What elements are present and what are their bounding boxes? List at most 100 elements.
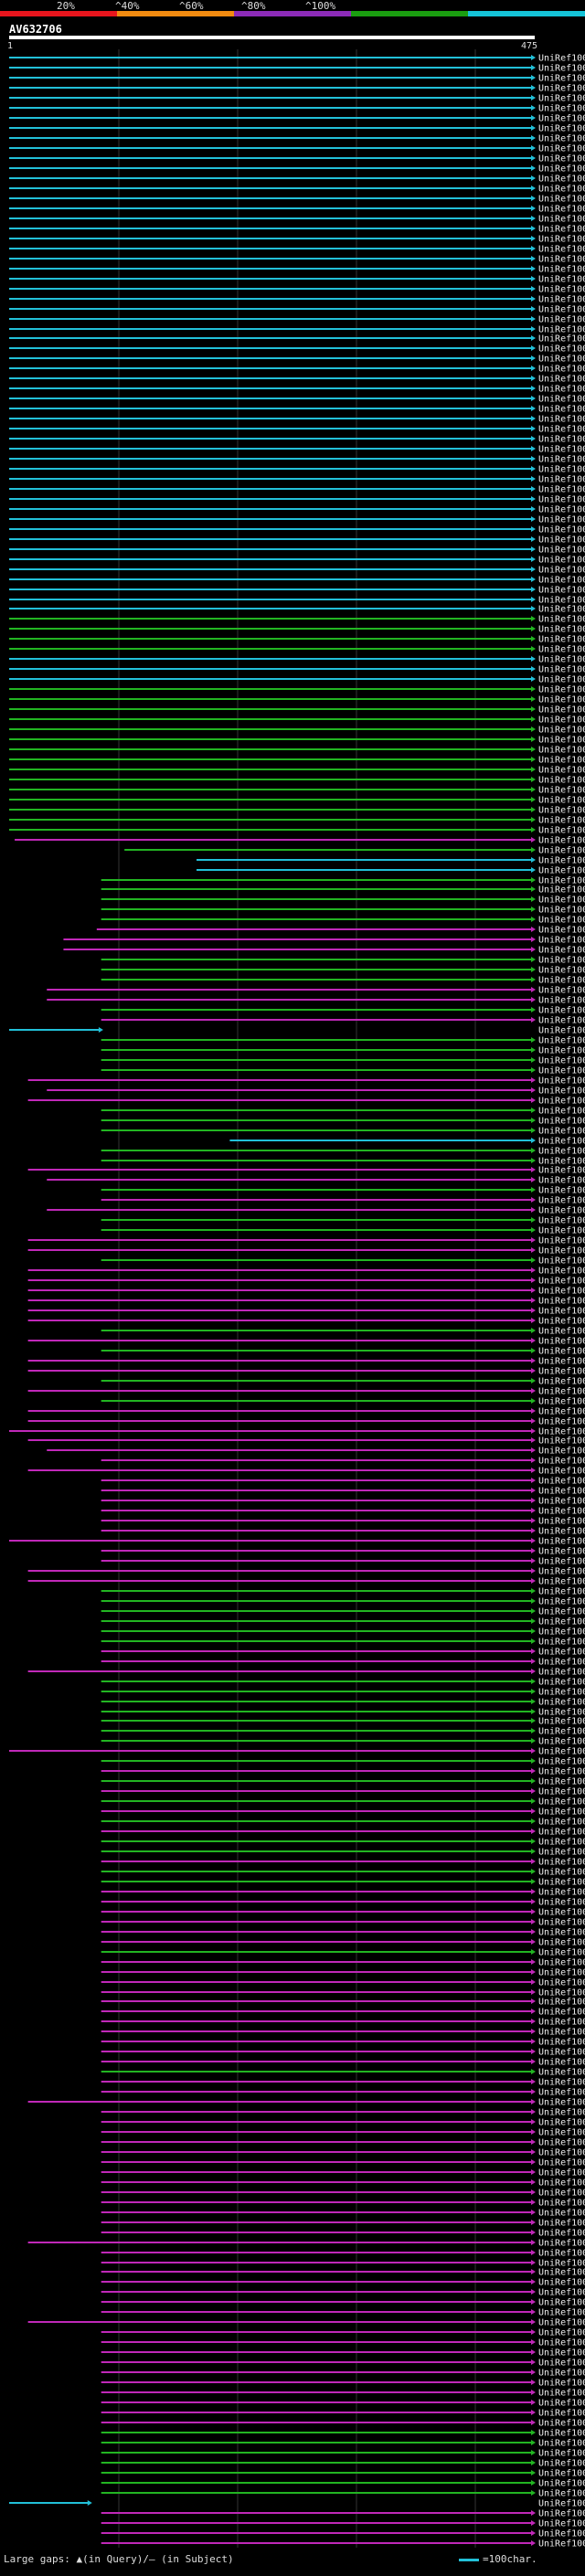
hit-row[interactable]: UniRef100_A2BUR3 — [101, 1708, 585, 1718]
hit-label[interactable]: UniRef100_A3JPS8 — [538, 1668, 585, 1678]
hit-label[interactable]: UniRef100_A9IQN1 — [538, 2229, 585, 2239]
hit-row[interactable]: UniRef100_C1MZE1 — [9, 94, 585, 104]
hit-label[interactable]: UniRef100_B7F0N7 — [538, 1026, 585, 1036]
hit-label[interactable]: UniRef100_Q93X64 — [538, 385, 585, 395]
hit-label[interactable]: UniRef100_B9GZ15 — [538, 205, 585, 215]
hit-label[interactable]: UniRef100_Q0VIP6 — [538, 665, 585, 675]
hit-row[interactable]: UniRef100_A3SHE6 — [101, 2038, 585, 2048]
hit-label[interactable]: UniRef100_B2J6P4 — [538, 1888, 585, 1898]
hit-label[interactable]: UniRef100_B6AGW3 — [538, 885, 585, 896]
hit-label[interactable]: UniRef100_B8E1S8 — [538, 896, 585, 906]
hit-row[interactable]: UniRef100_Q50207 — [9, 546, 585, 556]
hit-row[interactable]: UniRef100_Q1NA46 — [101, 2369, 585, 2379]
hit-row[interactable]: UniRef100_B8IHU4 — [101, 1797, 585, 1807]
hit-row[interactable]: UniRef100_Q93X65 — [9, 315, 585, 325]
hit-label[interactable]: UniRef100_A1UBC5 — [538, 1016, 585, 1026]
hit-label[interactable]: UniRef100_B4W850 — [538, 1757, 585, 1767]
hit-row[interactable]: UniRef100_Q3CC67 — [101, 1517, 585, 1527]
hit-row[interactable]: UniRef100_B9XZ04 — [101, 1527, 585, 1537]
hit-row[interactable]: UniRef100_B5E539 — [101, 2028, 585, 2038]
hit-label[interactable]: UniRef100_C1E029 — [538, 84, 585, 94]
hit-label[interactable]: UniRef100_A8UXI6 — [538, 1767, 585, 1777]
hit-label[interactable]: UniRef100_A1W114 — [538, 1537, 585, 1547]
hit-row[interactable]: UniRef100_Q2NAT4 — [101, 1256, 585, 1267]
hit-label[interactable]: UniRef100_B5LAU3 — [538, 164, 585, 175]
hit-row[interactable]: UniRef100_C1ADQ6 — [9, 645, 585, 655]
hit-label[interactable]: UniRef100_Q3CC67 — [538, 1517, 585, 1527]
hit-row[interactable]: UniRef100_A0ZU97 — [47, 1206, 585, 1216]
hit-label[interactable]: UniRef100_A1TNQ6 — [538, 2168, 585, 2178]
hit-label[interactable]: UniRef100_A8MEL1 — [538, 2128, 585, 2138]
hit-label[interactable]: UniRef100_UP000... — [538, 836, 585, 846]
hit-label[interactable]: UniRef100_Q6TE14 — [538, 716, 585, 726]
hit-row[interactable]: UniRef100_A6FN75 — [9, 1427, 585, 1437]
hit-row[interactable]: UniRef100_UP000... — [101, 1036, 585, 1046]
hit-row[interactable]: UniRef100_Q6P638 — [101, 2379, 585, 2389]
hit-label[interactable]: UniRef100_Q50207 — [538, 546, 585, 556]
hit-label[interactable]: UniRef100_B8GEV1 — [538, 1648, 585, 1658]
hit-row[interactable]: UniRef100_B5LAU4 — [9, 144, 585, 154]
hit-label[interactable]: UniRef100_B5LAU4 — [538, 144, 585, 154]
hit-row[interactable]: UniRef100_C6BZ15 — [101, 1978, 585, 1988]
hit-row[interactable]: UniRef100_B6TYG2 — [9, 255, 585, 265]
hit-label[interactable]: UniRef100_C6BVA7 — [538, 1307, 585, 1317]
hit-row[interactable]: UniRef100_C6N4P1 — [101, 2008, 585, 2018]
hit-row[interactable]: UniRef100_B5L2B5 — [27, 1407, 585, 1417]
hit-row[interactable]: UniRef100_Q1QPW5 — [101, 2209, 585, 2219]
hit-row[interactable]: UniRef100_A7MMF9 — [101, 2308, 585, 2318]
hit-row[interactable]: UniRef100_A7I1S3 — [27, 1277, 585, 1287]
hit-label[interactable]: UniRef100_P30030 — [538, 415, 585, 425]
hit-label[interactable]: UniRef100_Q2Q207 — [538, 425, 585, 435]
hit-label[interactable]: UniRef100_B8G6L0 — [538, 2399, 585, 2409]
hit-row[interactable]: UniRef100_A6ZMA6 — [101, 1127, 585, 1137]
hit-row[interactable]: UniRef100_Q8GVC8 — [9, 475, 585, 485]
hit-label[interactable]: UniRef100_Q6B9V0 — [538, 1658, 585, 1668]
hit-label[interactable]: UniRef100_A6E186 — [538, 2058, 585, 2068]
hit-label[interactable]: UniRef100_Q3IS11 — [538, 1046, 585, 1056]
hit-row[interactable]: UniRef100_B8IZM8 — [101, 876, 585, 886]
hit-label[interactable]: UniRef100_Q9PKT2 — [538, 556, 585, 566]
hit-row[interactable]: UniRef100_Q2Q207 — [9, 425, 585, 435]
hit-label[interactable]: UniRef100_Q8RTQ2 — [538, 1868, 585, 1878]
hit-row[interactable]: UniRef100_Q6B9V0 — [101, 1658, 585, 1668]
hit-row[interactable]: UniRef100_Q02PN7 — [101, 2118, 585, 2128]
hit-row[interactable]: UniRef100_Q4Y0X4 — [9, 756, 585, 766]
hit-row[interactable]: UniRef100_B0CEP5 — [101, 2088, 585, 2098]
hit-label[interactable]: UniRef100_A3U2B0 — [538, 2489, 585, 2499]
hit-row[interactable]: UniRef100_Q9ZE23 — [9, 625, 585, 635]
hit-label[interactable]: UniRef100_UP000... — [538, 786, 585, 796]
hit-row[interactable]: UniRef100_A7H5C3 — [101, 1377, 585, 1387]
hit-row[interactable]: UniRef100_UP000... — [9, 175, 585, 185]
hit-label[interactable]: UniRef100_Q8P5K7 — [538, 1577, 585, 1587]
hit-row[interactable]: UniRef100_Q9PKT2 — [9, 556, 585, 566]
hit-row[interactable]: UniRef100_Q6AL60 — [101, 1737, 585, 1747]
hit-row[interactable]: UniRef100_B4FF47 — [9, 355, 585, 365]
hit-row[interactable]: UniRef100_A3V393 — [101, 2108, 585, 2118]
hit-row[interactable]: UniRef100_Q9SE99 — [197, 856, 585, 866]
hit-row[interactable]: UniRef100_B5LAU3 — [9, 164, 585, 175]
hit-label[interactable]: UniRef100_A0NZ96 — [538, 1006, 585, 1016]
hit-row[interactable]: UniRef100_B5ZW46 — [27, 1357, 585, 1367]
hit-label[interactable]: UniRef100_B9P001 — [538, 2249, 585, 2259]
hit-label[interactable]: UniRef100_O04942 — [538, 334, 585, 345]
hit-row[interactable]: UniRef100_B4W850 — [101, 1757, 585, 1767]
hit-row[interactable]: UniRef100_Q5L6W0 — [9, 566, 585, 576]
hit-label[interactable]: UniRef100_B0CEP5 — [538, 2088, 585, 2098]
hit-row[interactable]: UniRef100_Q2K990 — [101, 1547, 585, 1557]
hit-row[interactable]: UniRef100_C0XS22 — [9, 816, 585, 826]
hit-label[interactable]: UniRef100_Q1IN09 — [538, 2148, 585, 2158]
hit-label[interactable]: UniRef100_Q253Z6 — [538, 576, 585, 586]
hit-label[interactable]: UniRef100_Q6J5U8 — [538, 655, 585, 665]
hit-label[interactable]: UniRef100_Q05069 — [538, 2138, 585, 2148]
hit-row[interactable]: UniRef100_C6BVA7 — [27, 1307, 585, 1317]
hit-label[interactable]: UniRef100_B9IHZ8 — [538, 365, 585, 375]
hit-row[interactable]: UniRef100_UP000... — [101, 1477, 585, 1487]
hit-row[interactable]: UniRef100_Q93X66 — [9, 325, 585, 335]
hit-row[interactable]: UniRef100_A7PYV5 — [9, 124, 585, 134]
hit-label[interactable]: UniRef100_Q3L7U3 — [538, 705, 585, 716]
hit-label[interactable]: UniRef100_C1ADQ6 — [538, 645, 585, 655]
hit-row[interactable]: UniRef100_B6KR97 — [9, 535, 585, 546]
hit-row[interactable]: UniRef100_B3PID5 — [101, 2409, 585, 2419]
hit-label[interactable]: UniRef100_B9SVZ6 — [538, 2278, 585, 2288]
hit-label[interactable]: UniRef100_UP000... — [538, 2509, 585, 2519]
